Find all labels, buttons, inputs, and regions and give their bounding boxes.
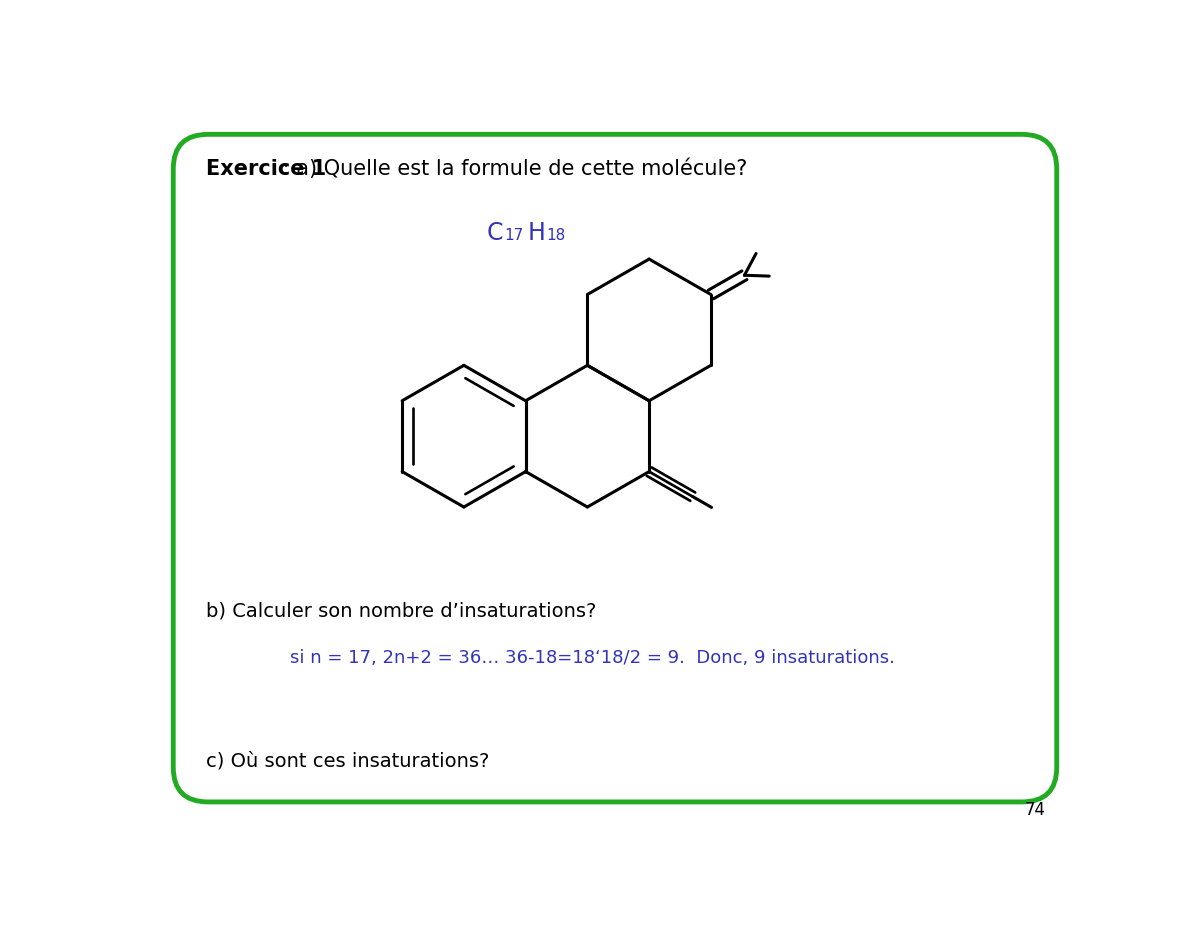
Text: 74: 74: [1024, 801, 1045, 819]
Text: 17: 17: [504, 227, 524, 243]
FancyBboxPatch shape: [173, 134, 1057, 802]
Text: : a) Quelle est la formule de cette molécule?: : a) Quelle est la formule de cette molé…: [276, 159, 746, 180]
Text: Exercice 1: Exercice 1: [206, 159, 326, 179]
Text: si n = 17, 2n+2 = 36… 36-18=18‘18/2 = 9.  Donc, 9 insaturations.: si n = 17, 2n+2 = 36… 36-18=18‘18/2 = 9.…: [289, 650, 894, 667]
Text: c) Où sont ces insaturations?: c) Où sont ces insaturations?: [206, 752, 490, 771]
Text: b) Calculer son nombre d’insaturations?: b) Calculer son nombre d’insaturations?: [206, 602, 596, 621]
Text: 18: 18: [546, 227, 565, 243]
Text: C: C: [487, 221, 504, 245]
Text: H: H: [528, 221, 545, 245]
